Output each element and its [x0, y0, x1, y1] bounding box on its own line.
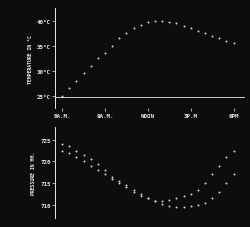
Y-axis label: TEMPERATURE IN °C: TEMPERATURE IN °C: [28, 35, 33, 83]
Y-axis label: PRESSURE IN MM.: PRESSURE IN MM.: [31, 151, 36, 194]
